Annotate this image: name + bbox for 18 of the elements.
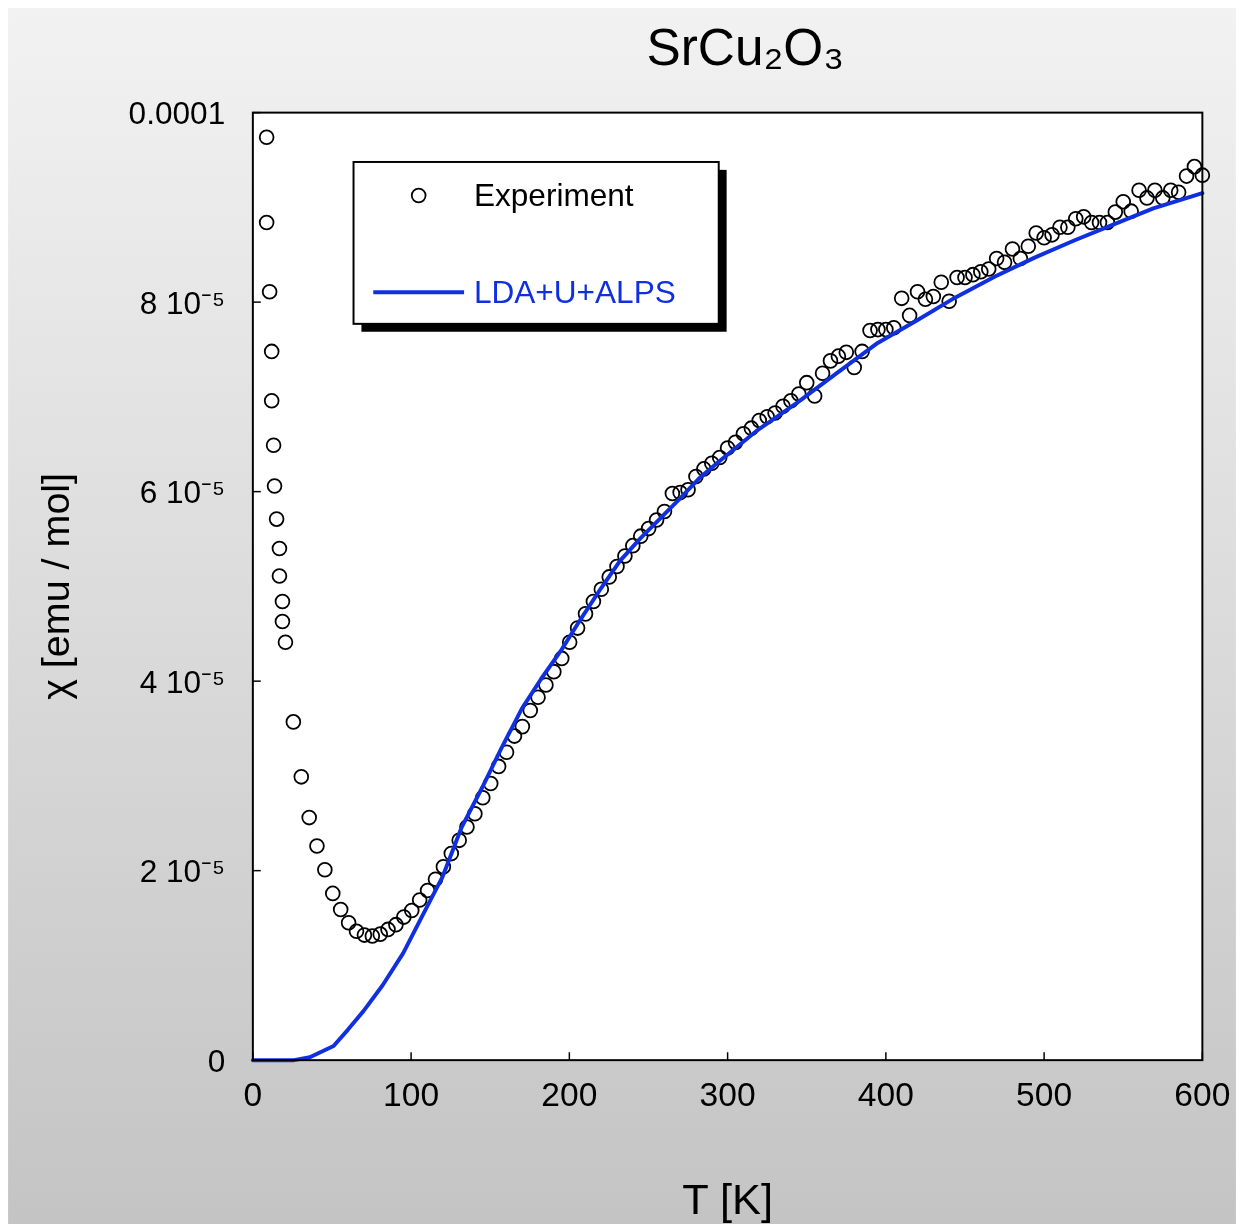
- x-tick-label: 200: [541, 1075, 598, 1113]
- x-tick-label: 100: [383, 1075, 440, 1113]
- x-tick-label: 0: [243, 1075, 263, 1113]
- y-tick-label: 2 10⁻⁵: [139, 853, 226, 890]
- y-tick-label: 6 10⁻⁵: [139, 474, 226, 511]
- x-tick-label: 300: [699, 1075, 756, 1113]
- x-axis-title: T [K]: [682, 1175, 774, 1224]
- x-tick-label: 500: [1016, 1075, 1073, 1113]
- chart-title: SrCu₂O₃: [646, 19, 845, 77]
- legend-label: Experiment: [473, 177, 634, 214]
- x-tick-label: 400: [857, 1075, 914, 1113]
- y-tick-label: 0: [207, 1043, 226, 1079]
- legend-label: LDA+U+ALPS: [473, 274, 676, 311]
- x-tick-label: 600: [1174, 1075, 1231, 1113]
- y-tick-label: 8 10⁻⁵: [139, 284, 226, 321]
- y-axis-title: χ [emu / mol]: [33, 472, 78, 700]
- y-tick-label: 0.0001: [128, 95, 226, 132]
- y-tick-label: 4 10⁻⁵: [139, 663, 226, 700]
